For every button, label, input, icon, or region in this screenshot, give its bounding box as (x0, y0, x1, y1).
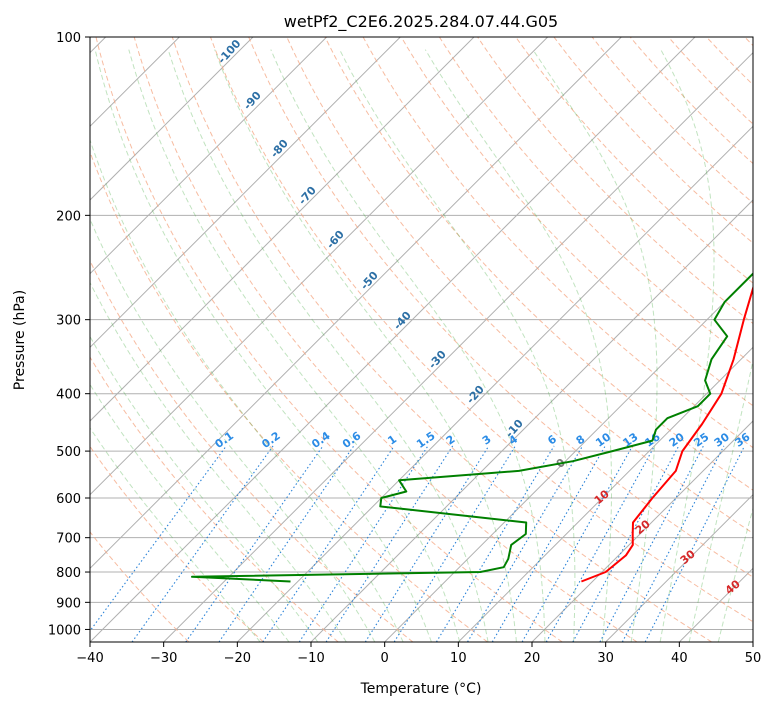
x-tick-label: 0 (381, 651, 389, 666)
dry-adiabat-line (95, 37, 563, 642)
dry-adiabat-line (591, 37, 753, 204)
profile-layer (191, 272, 753, 583)
mixing-ratio-line (131, 445, 274, 642)
mixing-ratio-line (262, 445, 395, 642)
x-tick-label: 20 (524, 651, 541, 666)
dry-adiabat-line (286, 37, 753, 534)
moist-adiabat-line (214, 49, 517, 642)
x-tick-label: 30 (597, 651, 614, 666)
isotherm-line (90, 37, 622, 570)
moist-adiabat-line (90, 138, 404, 642)
mixing-ratio-line (621, 445, 725, 642)
mixing-ratio-line (521, 445, 633, 642)
chart-title: wetPf2_C2E6.2025.284.07.44.G05 (284, 12, 558, 32)
dry-adiabat-line (362, 37, 753, 449)
y-tick-label: 900 (56, 596, 81, 611)
isotherm-line (163, 51, 753, 642)
mixing-ratio-line (545, 445, 656, 642)
isotherm-line (90, 37, 401, 349)
dry-adiabat-line (438, 37, 753, 365)
mixing-ratio-line (298, 445, 429, 642)
moist-adiabat-line (128, 49, 461, 642)
x-tick-label: 40 (671, 651, 688, 666)
dry-adiabat-line (248, 37, 753, 578)
y-tick-label: 200 (56, 209, 81, 224)
isotherm-line (384, 272, 753, 642)
y-tick-label: 700 (56, 532, 81, 547)
dry-adiabat-line (90, 356, 339, 642)
isotherm-line (90, 37, 328, 275)
x-tick-label: 10 (450, 651, 467, 666)
dry-adiabat-line (477, 37, 753, 325)
x-axis-title: Temperature (°C) (360, 681, 482, 697)
temperature-profile-line (581, 284, 753, 583)
moist-adiabat-line (659, 49, 715, 642)
mixing-ratio-line (467, 445, 584, 642)
dewpoint-profile-line (191, 272, 753, 583)
x-tick-label: −20 (224, 651, 251, 666)
background-lines-layer (90, 37, 753, 642)
moist-adiabat-line (339, 49, 576, 642)
moist-adiabat-line (167, 49, 489, 642)
isotherm-line (90, 37, 549, 496)
y-tick-label: 800 (56, 566, 81, 581)
mixing-ratio-line (491, 445, 606, 642)
dry-adiabat-line (324, 37, 753, 491)
moist-adiabat-line (424, 49, 612, 642)
mixing-ratio-line (599, 445, 704, 642)
dry-adiabat-line (90, 259, 414, 642)
y-tick-label: 1000 (48, 623, 81, 638)
x-tick-label: −30 (150, 651, 177, 666)
isotherm-line (457, 346, 753, 642)
isotherm-line (605, 493, 753, 642)
mixing-ratio-line (644, 445, 746, 642)
isotherm-line (90, 37, 475, 422)
isotherm-line (90, 37, 254, 201)
dry-adiabat-line (210, 37, 753, 623)
mixing-ratio-line (393, 445, 516, 642)
isotherm-line (90, 37, 696, 642)
y-tick-label: 500 (56, 445, 81, 460)
dry-adiabat-line (400, 37, 753, 407)
mixing-ratio-line (572, 445, 680, 642)
x-tick-label: −10 (297, 651, 324, 666)
moist-adiabat-line (688, 358, 753, 642)
moist-adiabat-line (717, 506, 753, 642)
moist-adiabat-line (532, 49, 658, 642)
y-tick-label: 400 (56, 388, 81, 403)
dry-adiabat-line (133, 37, 638, 642)
isotherm-line (236, 125, 753, 642)
mixing-ratio-line (90, 445, 227, 632)
axis-ticks-layer: −40 −30 −20 −10 0 10 20 30 40 50 100 200 300 400 500 60… (48, 31, 761, 666)
x-tick-label: 50 (745, 651, 762, 666)
y-tick-label: 300 (56, 314, 81, 329)
moist-adiabat-line (94, 49, 432, 642)
mixing-ratio-line (325, 445, 454, 642)
mixing-ratio-line (364, 445, 490, 642)
moist-adiabat-line (90, 217, 376, 642)
y-tick-label: 600 (56, 492, 81, 507)
x-tick-label: −40 (76, 651, 103, 666)
moist-adiabat-line (270, 49, 546, 642)
moist-adiabat-line (90, 281, 347, 642)
plot-frame (89, 36, 754, 643)
moist-adiabat-line (90, 335, 319, 642)
y-axis-title: Pressure (hPa) (12, 290, 28, 390)
dry-adiabat-line (553, 37, 753, 244)
dry-adiabat-line (171, 37, 712, 642)
y-tick-label: 100 (56, 31, 81, 46)
dry-adiabat-line (90, 150, 488, 642)
dry-adiabat-line (90, 531, 190, 642)
